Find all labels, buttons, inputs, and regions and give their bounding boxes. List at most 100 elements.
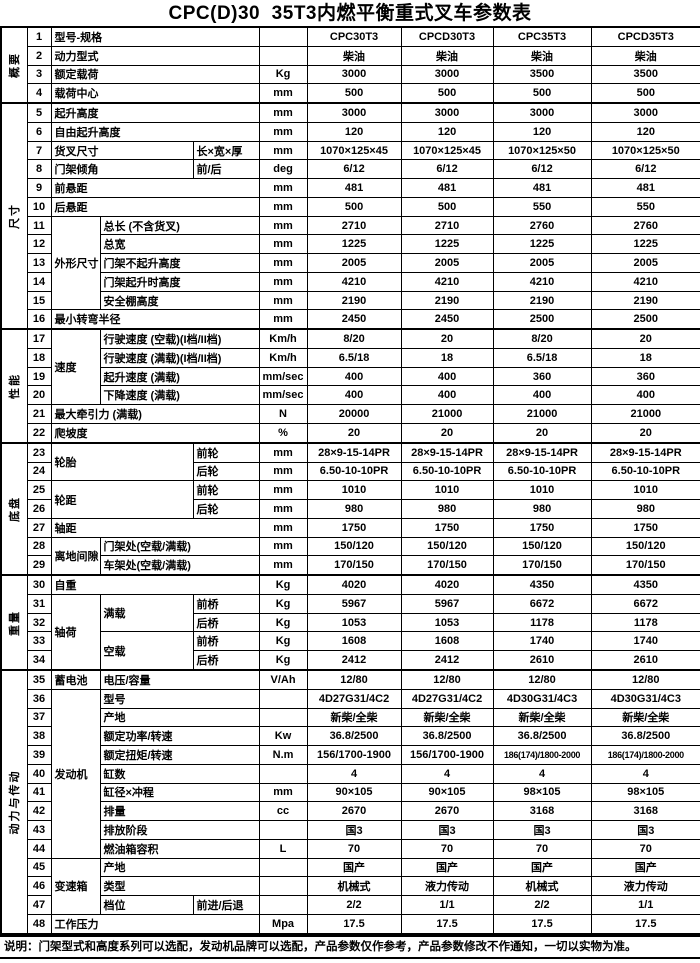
value-cell: 1010 [400,480,494,501]
unit-cell [258,763,308,784]
value-cell: 1750 [306,517,402,538]
value-cell: 12/80 [400,668,494,690]
value-cell: 1/1 [590,895,700,915]
param-name-cell: 起升高度 [50,102,260,123]
row-number: 24 [26,461,52,482]
row-number: 18 [26,347,52,368]
value-cell: 1750 [400,517,494,538]
unit-cell [258,45,308,66]
value-cell: 18 [590,347,700,368]
spec-row: 43 排放阶段 国3 国3 国3 国3 [1,820,700,840]
value-cell: 6.50-10-10PR [306,461,402,482]
param-name-cell: 型号-规格 [50,25,260,47]
unit-cell: mm [258,517,308,538]
value-cell: 500 [306,83,402,104]
value-cell: 1070×125×45 [306,140,402,161]
value-cell: 2500 [492,309,592,330]
value-cell: 980 [400,499,494,519]
value-cell: 150/120 [306,536,402,557]
value-cell: 500 [492,83,592,104]
param-name-cell: 前桥 [192,593,260,614]
value-cell: 17.5 [590,913,700,935]
row-number: 20 [26,385,52,406]
value-cell: 机械式 [306,876,402,897]
unit-cell: mm [258,271,308,292]
value-cell: 186(174)/1800-2000 [492,745,592,765]
param-name-cell: 缸径×冲程 [99,782,260,803]
spec-row: 2 动力型式 柴油 柴油 柴油 柴油 [1,45,700,66]
value-cell: 3000 [400,64,494,85]
value-cell: 1010 [306,480,402,501]
section-label-cell: 尺寸 [0,102,28,330]
spec-row: 19 起升速度 (满载) mm/sec 400 400 360 360 [1,366,700,387]
value-cell: 6.50-10-10PR [590,461,700,482]
unit-cell: mm [258,102,308,123]
value-cell: 2/2 [306,895,402,915]
unit-cell: N.m [258,745,308,765]
value-cell: 481 [306,178,402,198]
row-number: 28 [26,536,52,557]
value-cell: 36.8/2500 [492,726,592,747]
value-cell: CPC35T3 [492,25,592,47]
section-label: 重量 [9,609,22,636]
value-cell: 3500 [492,64,592,85]
value-cell: 2005 [306,253,402,273]
value-cell: 550 [492,196,592,217]
param-name-cell: 载荷中心 [50,83,260,104]
value-cell: 70 [590,838,700,859]
value-cell: 4 [492,763,592,784]
value-cell: 4210 [400,271,494,292]
value-cell: 2610 [590,650,700,671]
param-name-cell: 爬坡度 [50,422,260,444]
spec-row: 31 轴荷 满载 前桥 Kg 5967 5967 6672 6672 [1,593,700,671]
row-number: 23 [26,441,52,463]
param-name-cell: 前桥 [192,631,260,652]
value-cell: 150/120 [590,536,700,557]
value-cell: 6.50-10-10PR [492,461,592,482]
spec-row: 10 后悬距 mm 500 500 550 550 [1,196,700,217]
row-number: 3 [26,64,52,85]
value-cell: 28×9-15-14PR [306,441,402,463]
spec-row: 22 爬坡度% 20 20 20 20 [1,422,700,444]
row-number: 19 [26,366,52,387]
value-cell: 液力传动 [400,876,494,897]
value-cell: 4210 [590,271,700,292]
unit-cell: Kg [258,574,308,595]
param-name-cell: 安全棚高度 [99,290,260,311]
row-number: 6 [26,121,52,142]
value-cell: 4 [400,763,494,784]
value-cell: 70 [492,838,592,859]
spec-row: 11 外形尺寸 总长 (不含货叉) mm 2710 2710 2760 2760 [1,215,700,311]
value-cell: 1070×125×50 [492,140,592,161]
value-cell: 8/20 [306,328,402,349]
value-cell: 186(174)/1800-2000 [590,745,700,765]
footer-note: 说明：门架型式和高度系列可以选配，发动机品牌可以选配，产品参数仅作参考，产品参数… [0,935,700,959]
value-cell: 120 [306,121,402,142]
value-cell: 500 [400,83,494,104]
value-cell: 国产 [400,857,494,878]
value-cell: 6.5/18 [306,347,402,368]
spec-row: 6 自由起升高度 mm 120 120 120 120 [1,121,700,142]
value-cell: 液力传动 [590,876,700,897]
row-number: 7 [26,140,52,161]
value-cell: 20 [400,328,494,349]
value-cell: 1053 [306,612,402,633]
value-cell: 3000 [306,64,402,85]
value-cell: 36.8/2500 [306,726,402,747]
spec-row: 12 总宽 mm 1225 1225 1225 1225 [1,234,700,255]
value-cell: 980 [492,499,592,519]
param-name-cell: 轮距 [50,480,194,519]
value-cell: 新柴/全柴 [400,707,494,728]
param-name-cell: 最小转弯半径 [50,309,260,330]
value-cell: 28×9-15-14PR [492,441,592,463]
spec-row: 7 货叉尺寸 长×宽×厚 mm 1070×125×45 1070×125×45 1070×1… [1,140,700,161]
value-cell: 120 [492,121,592,142]
spec-row: 21 最大牵引力 (满载) N 20000 21000 21000 21000 [1,404,700,424]
spec-row: 20 下降速度 (满载) mm/sec 400 400 400 400 [1,385,700,406]
param-name-cell: 后悬距 [50,196,260,217]
value-cell: CPCD35T3 [590,25,700,47]
param-name-cell: 前轮 [192,480,260,501]
value-cell: 4D30G31/4C3 [590,688,700,709]
value-cell: 6.5/18 [492,347,592,368]
unit-cell: N [258,404,308,424]
